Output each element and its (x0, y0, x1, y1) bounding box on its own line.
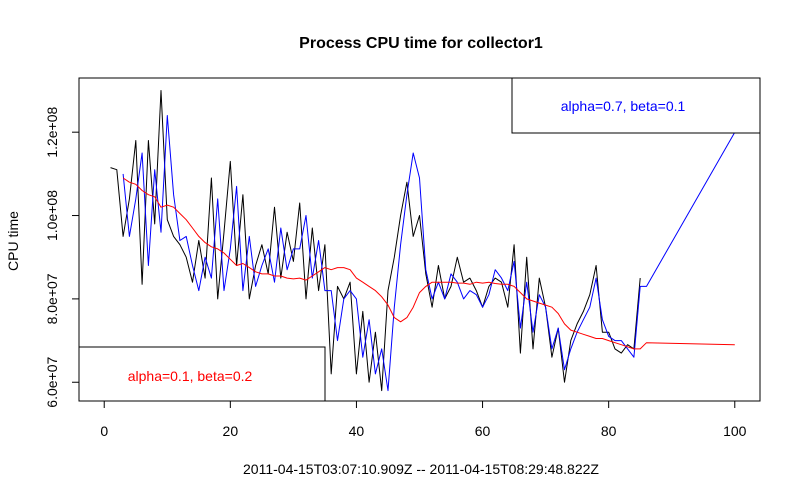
x-tick-label: 0 (100, 423, 108, 439)
series-line-fit_b (122, 177, 735, 350)
x-tick-label: 20 (223, 423, 239, 439)
y-tick-label: 8.0e+07 (44, 273, 60, 324)
plot-area: alpha=0.7, beta=0.1 alpha=0.1, beta=0.2 0 2… (44, 77, 761, 439)
x-tick-label: 80 (601, 423, 617, 439)
legend-label-1: alpha=0.7, beta=0.1 (561, 98, 686, 114)
y-axis-label: CPU time (5, 211, 21, 271)
y-tick-label: 6.0e+07 (44, 356, 60, 407)
x-tick-label: 100 (723, 423, 747, 439)
legend-label-2: alpha=0.1, beta=0.2 (128, 368, 253, 384)
x-axis-label: 2011-04-15T03:07:10.909Z -- 2011-04-15T0… (243, 461, 599, 477)
legend-box-2 (78, 346, 326, 402)
x-tick-label: 40 (349, 423, 365, 439)
y-tick-label: 1.0e+08 (44, 190, 60, 241)
series-line-fit_a (122, 115, 736, 392)
x-tick-label: 60 (475, 423, 491, 439)
legend-box-1 (511, 77, 761, 134)
y-tick-label: 1.2e+08 (44, 106, 60, 157)
chart-title: Process CPU time for collector1 (299, 35, 543, 52)
series-line-observed (110, 90, 641, 392)
